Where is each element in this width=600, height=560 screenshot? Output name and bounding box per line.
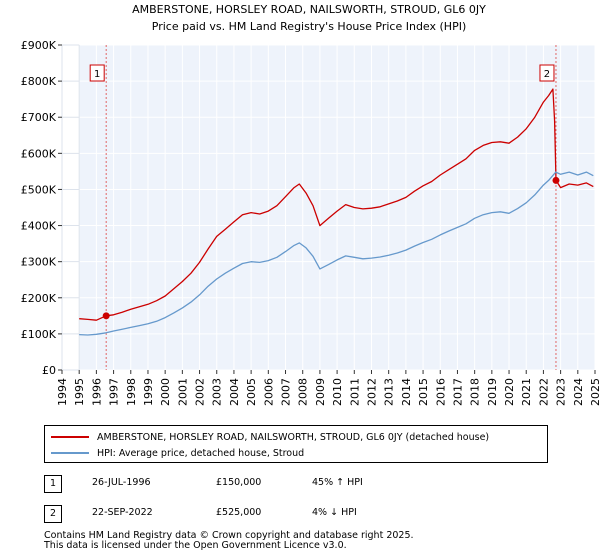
sale-price-1: £150,000 — [216, 477, 262, 488]
x-tick-label: 2008 — [297, 378, 310, 406]
y-tick-label: £400K — [21, 220, 57, 233]
x-tick-label: 1997 — [108, 378, 121, 406]
x-tick-label: 2019 — [486, 378, 499, 406]
x-tick-label: 2021 — [520, 378, 533, 406]
annotation-box-2 — [539, 64, 555, 82]
legend-swatch-hpi — [51, 452, 89, 454]
x-tick-label: 2020 — [503, 378, 516, 406]
x-tick-label: 1998 — [125, 378, 138, 406]
x-tick-label: 2009 — [314, 378, 327, 406]
legend-item-hpi: HPI: Average price, detached house, Stro… — [51, 445, 304, 461]
x-tick-label: 2005 — [245, 378, 258, 406]
price-chart: AMBERSTONE, HORSLEY ROAD, NAILSWORTH, ST… — [21, 3, 600, 406]
x-tick-label: 2024 — [572, 378, 585, 406]
sale-marker-2: 2 — [44, 505, 62, 523]
y-tick-label: £700K — [21, 111, 57, 124]
x-tick-label: 2014 — [400, 378, 413, 406]
x-tick-label: 2015 — [417, 378, 430, 406]
legend-label-property: AMBERSTONE, HORSLEY ROAD, NAILSWORTH, ST… — [97, 431, 490, 443]
x-tick-label: 2007 — [280, 378, 293, 406]
y-tick-label: £0 — [42, 364, 56, 377]
annotation-box-1 — [89, 64, 105, 82]
x-tick-label: 1995 — [73, 378, 86, 406]
x-tick-label: 2022 — [537, 378, 550, 406]
x-tick-label: 2003 — [211, 378, 224, 406]
sale-row-2: 2 22-SEP-2022 £525,000 4% ↓ HPI — [44, 505, 584, 525]
chart-subtitle: Price paid vs. HM Land Registry's House … — [152, 20, 467, 33]
y-tick-label: £600K — [21, 147, 57, 160]
x-tick-label: 1999 — [142, 378, 155, 406]
plot-area — [62, 45, 595, 370]
sale-row-1: 1 26-JUL-1996 £150,000 45% ↑ HPI — [44, 475, 584, 495]
chart-title: AMBERSTONE, HORSLEY ROAD, NAILSWORTH, ST… — [132, 3, 486, 16]
sale-point-2 — [552, 176, 560, 184]
legend-item-property: AMBERSTONE, HORSLEY ROAD, NAILSWORTH, ST… — [51, 429, 489, 445]
x-tick-label: 2013 — [383, 378, 396, 406]
x-tick-label: 2018 — [469, 378, 482, 406]
annotation-label-2: 2 — [544, 69, 550, 80]
pre-data-region — [62, 45, 80, 370]
sale-hpi-2: 4% ↓ HPI — [312, 507, 357, 518]
legend: AMBERSTONE, HORSLEY ROAD, NAILSWORTH, ST… — [44, 425, 548, 463]
sale-price-2: £525,000 — [216, 507, 262, 518]
sale-date-2: 22-SEP-2022 — [92, 507, 153, 518]
x-tick-label: 2012 — [365, 378, 378, 406]
x-tick-label: 2017 — [451, 378, 464, 406]
x-tick-label: 1996 — [90, 378, 103, 406]
x-tick-label: 2002 — [194, 378, 207, 406]
footer-line-2: This data is licensed under the Open Gov… — [44, 540, 347, 551]
y-tick-label: £200K — [21, 292, 57, 305]
sale-marker-1: 1 — [44, 475, 62, 493]
legend-swatch-property — [51, 436, 89, 438]
x-tick-label: 1994 — [56, 378, 69, 406]
x-tick-label: 2004 — [228, 378, 241, 406]
y-tick-label: £100K — [21, 328, 57, 341]
footer: Contains HM Land Registry data © Crown c… — [44, 531, 414, 551]
x-tick-label: 2011 — [348, 378, 361, 406]
sale-point-1 — [102, 312, 110, 320]
annotation-label-1: 1 — [94, 69, 100, 80]
x-tick-label: 2025 — [589, 378, 600, 406]
sale-date-1: 26-JUL-1996 — [92, 477, 151, 488]
y-tick-label: £800K — [21, 75, 57, 88]
x-tick-label: 2010 — [331, 378, 344, 406]
y-tick-label: £300K — [21, 256, 57, 269]
x-tick-label: 2006 — [262, 378, 275, 406]
legend-label-hpi: HPI: Average price, detached house, Stro… — [97, 447, 305, 459]
x-tick-label: 2000 — [159, 378, 172, 406]
footer-line-1: Contains HM Land Registry data © Crown c… — [44, 530, 414, 541]
series-line-hpi — [79, 171, 594, 336]
y-tick-label: £500K — [21, 183, 57, 196]
x-tick-label: 2016 — [434, 378, 447, 406]
y-tick-label: £900K — [21, 39, 57, 52]
series-line-property — [79, 88, 594, 321]
sale-hpi-1: 45% ↑ HPI — [312, 477, 363, 488]
x-tick-label: 2001 — [176, 378, 189, 406]
x-tick-label: 2023 — [555, 378, 568, 406]
